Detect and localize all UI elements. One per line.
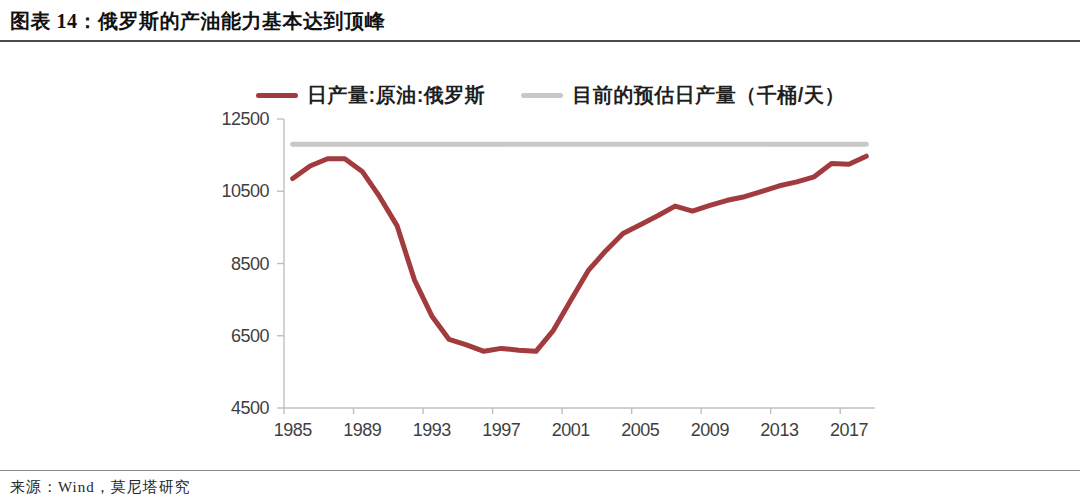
y-tick-label: 10500 xyxy=(221,181,269,201)
y-tick-label: 6500 xyxy=(231,326,270,346)
x-tick-label: 2017 xyxy=(830,420,869,440)
x-tick-label: 1985 xyxy=(274,420,313,440)
x-tick-label: 2013 xyxy=(760,420,799,440)
x-tick-label: 2005 xyxy=(621,420,660,440)
production-line xyxy=(293,156,867,351)
footer-divider xyxy=(0,470,1080,471)
y-tick-label: 12500 xyxy=(221,109,269,129)
x-tick-label: 2001 xyxy=(552,420,591,440)
y-tick-label: 8500 xyxy=(231,254,270,274)
y-tick-label: 4500 xyxy=(231,398,270,418)
x-tick-label: 1989 xyxy=(343,420,382,440)
chart-svg: 4500 6500 8500 10500 12500 1985 1989 1993 1997 20… xyxy=(0,0,1080,504)
x-tick-label: 2009 xyxy=(691,420,730,440)
source-note: 来源：Wind，莫尼塔研究 xyxy=(10,478,191,497)
x-tick-label: 1997 xyxy=(482,420,521,440)
x-tick-label: 1993 xyxy=(413,420,452,440)
